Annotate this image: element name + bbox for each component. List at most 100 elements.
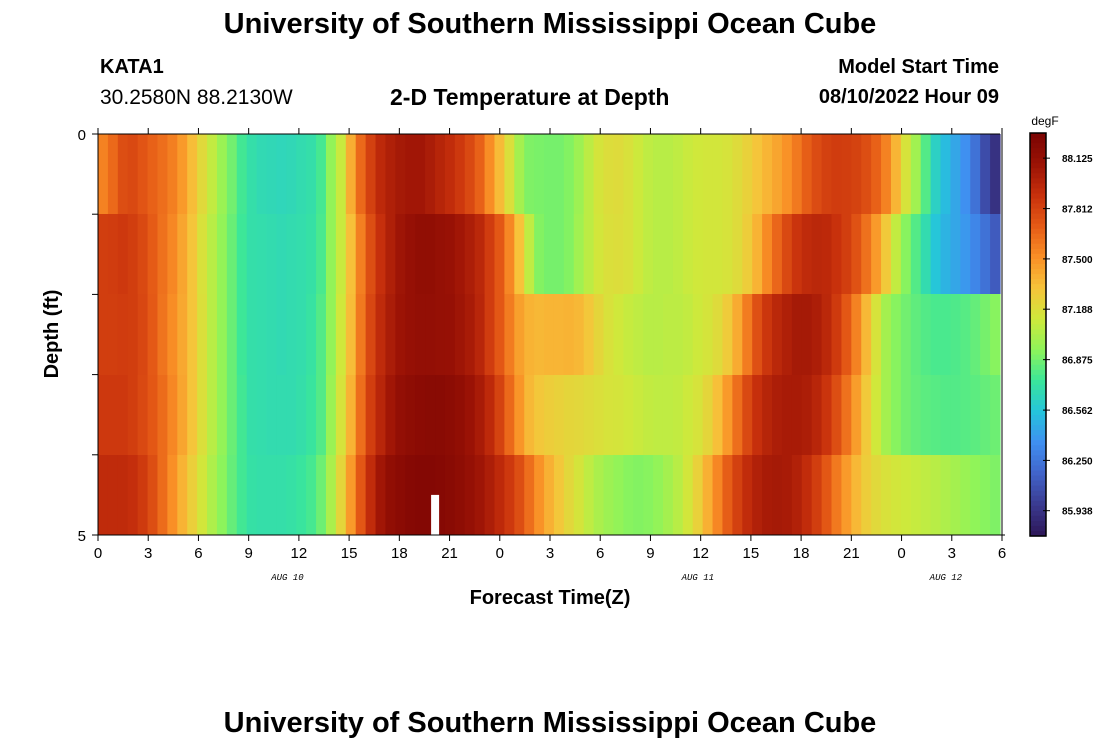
- heatmap-cell: [970, 134, 981, 214]
- heatmap-cell: [881, 375, 892, 455]
- colorbar-segment: [1030, 450, 1046, 456]
- heatmap-cell: [266, 294, 278, 375]
- heatmap-cell: [762, 375, 773, 455]
- heatmap-cell: [653, 455, 664, 535]
- heatmap-cell: [970, 455, 981, 535]
- heatmap-cell: [593, 214, 605, 294]
- x-tick-label: 3: [144, 545, 152, 562]
- heatmap-cell: [514, 455, 525, 535]
- heatmap-cell: [692, 455, 704, 535]
- heatmap-cell: [534, 134, 545, 214]
- heatmap-cell: [861, 375, 872, 455]
- heatmap-cell: [335, 214, 347, 294]
- colorbar-segment: [1030, 178, 1046, 184]
- heatmap-cell: [325, 134, 337, 214]
- x-tick-label: 6: [596, 545, 604, 562]
- heatmap-cell: [881, 134, 892, 214]
- heatmap-cell: [950, 455, 961, 535]
- colorbar-segment: [1030, 213, 1046, 220]
- heatmap-cell: [633, 134, 644, 214]
- heatmap-cell: [325, 294, 337, 375]
- heatmap-cell: [494, 375, 505, 455]
- heatmap-cell: [920, 375, 932, 455]
- heatmap-cell: [177, 134, 188, 214]
- colorbar-segment: [1030, 455, 1046, 462]
- colorbar-segment: [1030, 420, 1046, 426]
- heatmap-cell: [207, 294, 218, 375]
- heatmap-cell: [960, 455, 971, 535]
- heatmap-cell: [851, 134, 862, 214]
- heatmap-cell: [207, 214, 218, 294]
- heatmap-cell: [742, 294, 753, 375]
- heatmap-cell: [890, 455, 902, 535]
- colorbar-segment: [1030, 274, 1046, 280]
- heatmap-cell: [137, 375, 149, 455]
- heatmap-cell: [107, 375, 119, 455]
- heatmap-cell: [415, 294, 426, 375]
- model-start-value: 08/10/2022 Hour 09: [818, 86, 999, 108]
- heatmap-cell: [841, 134, 852, 214]
- colorbar-segment: [1030, 465, 1046, 472]
- heatmap-cell: [107, 134, 119, 214]
- heatmap-cell: [603, 455, 615, 535]
- missing-data-cell: [431, 494, 440, 535]
- heatmap-cell: [871, 375, 882, 455]
- heatmap-cell: [276, 455, 287, 535]
- heatmap-cell: [742, 375, 753, 455]
- heatmap-cell: [226, 455, 238, 535]
- x-tick-label: 3: [546, 545, 554, 562]
- heatmap-cell: [246, 214, 258, 294]
- colorbar-frame: [1029, 132, 1047, 537]
- heatmap-cell: [127, 375, 139, 455]
- heatmap-cell: [494, 134, 505, 214]
- heatmap-cell: [425, 375, 436, 455]
- heatmap-cell: [871, 455, 882, 535]
- heatmap-cell: [365, 294, 377, 375]
- colorbar-segment: [1030, 294, 1046, 300]
- heatmap-cell: [147, 455, 159, 535]
- station-id: KATA1: [100, 56, 164, 78]
- heatmap-cell: [643, 455, 654, 535]
- heatmap-cell: [177, 214, 188, 294]
- colorbar-tick-label: 87.812: [1062, 205, 1093, 216]
- heatmap-cell: [177, 455, 188, 535]
- heatmap-cell: [633, 294, 644, 375]
- heatmap-cell: [316, 455, 327, 535]
- colorbar-segment: [1030, 148, 1046, 154]
- heatmap-cell: [345, 294, 357, 375]
- heatmap-cell: [375, 214, 387, 294]
- colorbar-segment: [1030, 495, 1046, 502]
- colorbar-segment: [1030, 339, 1046, 346]
- heatmap-cell: [712, 455, 724, 535]
- colorbar-segment: [1030, 530, 1046, 537]
- heatmap-cell: [772, 134, 783, 214]
- heatmap-cell: [137, 214, 149, 294]
- heatmap-cell: [524, 455, 535, 535]
- heatmap-cell: [435, 294, 446, 375]
- heatmap-cell: [484, 375, 496, 455]
- heatmap-cell: [216, 294, 228, 375]
- heatmap-cell: [712, 134, 724, 214]
- heatmap-cell: [405, 375, 416, 455]
- heatmap-cell: [127, 134, 139, 214]
- colorbar-segment: [1030, 228, 1046, 235]
- heatmap-cell: [236, 375, 248, 455]
- colorbar-segment: [1030, 510, 1046, 517]
- heatmap-cell: [286, 294, 297, 375]
- heatmap-cell: [672, 375, 684, 455]
- colorbar-segment: [1030, 269, 1046, 275]
- colorbar-segment: [1030, 389, 1046, 396]
- heatmap-cell: [246, 455, 258, 535]
- heatmap-cell: [197, 294, 208, 375]
- heatmap-cell: [762, 134, 773, 214]
- heatmap-cell: [801, 214, 813, 294]
- heatmap-cell: [207, 455, 218, 535]
- x-tick-label: 3: [948, 545, 956, 562]
- colorbar-segment: [1030, 173, 1046, 179]
- colorbar-segment: [1030, 520, 1046, 527]
- heatmap-cell: [335, 455, 347, 535]
- heatmap-cell: [157, 455, 168, 535]
- heatmap-cell: [682, 375, 694, 455]
- heatmap-cell: [613, 455, 624, 535]
- heatmap-cell: [563, 134, 575, 214]
